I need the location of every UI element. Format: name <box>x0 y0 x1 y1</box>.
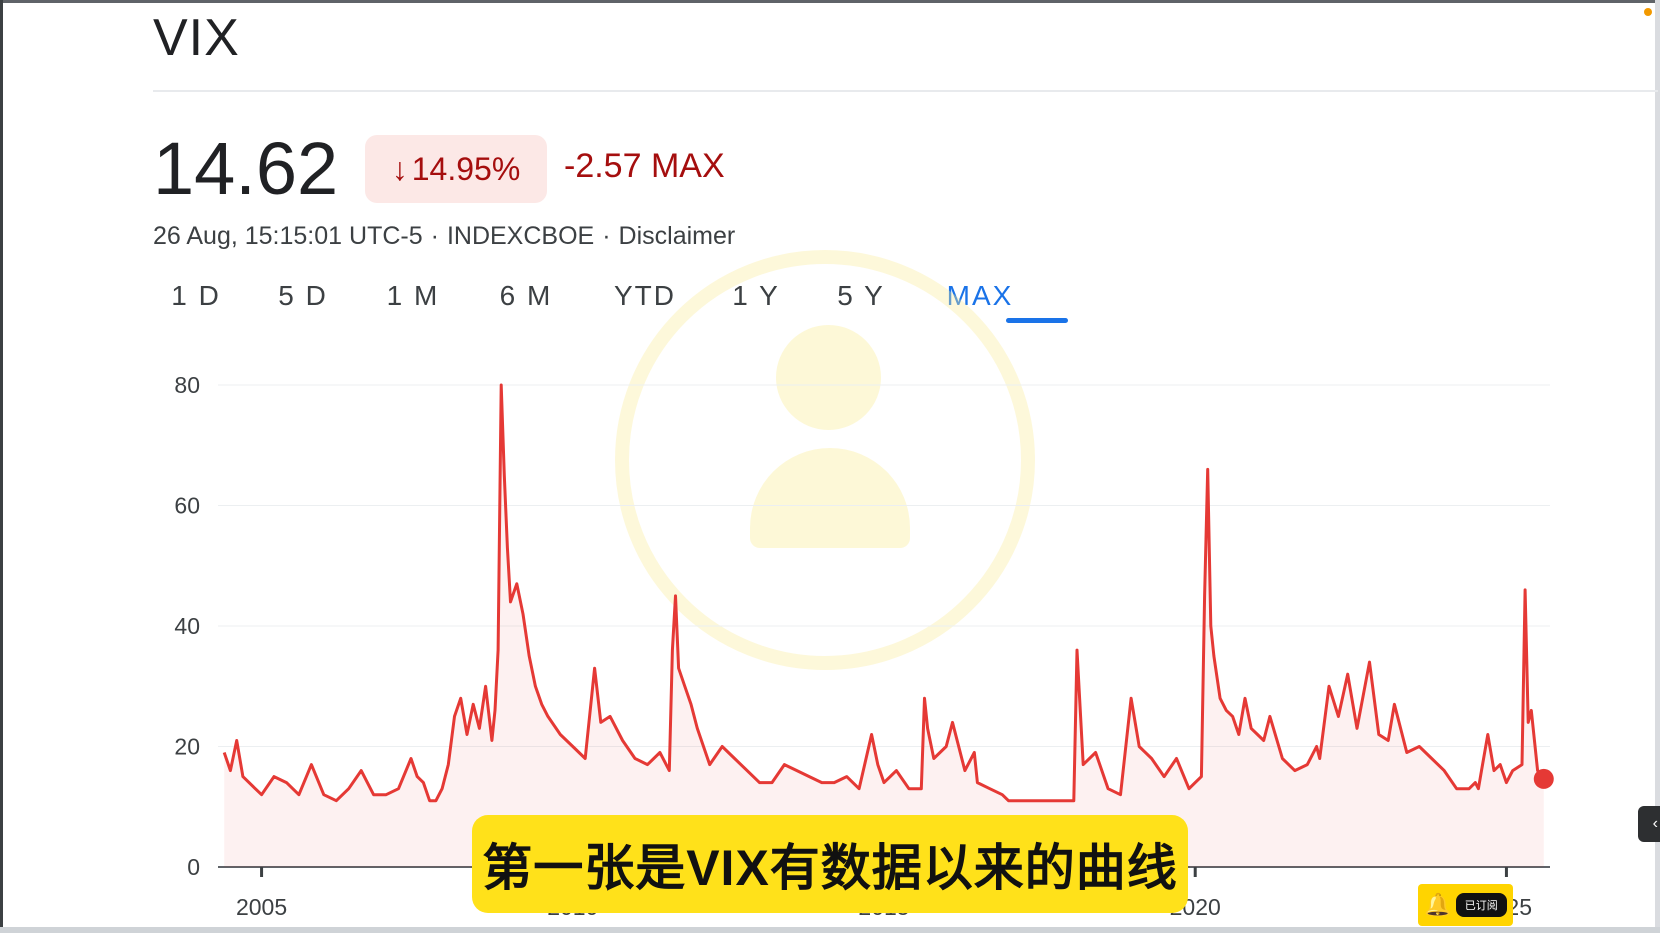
window-bottom-edge <box>0 927 1660 933</box>
quote-meta: 26 Aug, 15:15:01 UTC-5 · INDEXCBOE · Dis… <box>153 222 735 251</box>
y-tick-label: 60 <box>174 493 200 519</box>
window-right-edge <box>1655 0 1660 933</box>
meta-separator: · <box>430 222 439 250</box>
range-tab-max[interactable]: MAX <box>946 280 1014 311</box>
range-tab-6m[interactable]: 6 M <box>499 280 553 311</box>
ticker-symbol: VIX <box>153 9 240 67</box>
range-tab-1m[interactable]: 1 M <box>386 280 440 311</box>
window-top-edge <box>0 0 1660 3</box>
y-tick-label: 40 <box>174 613 200 639</box>
subscribe-badge[interactable]: 🔔 已订阅 <box>1418 884 1513 926</box>
subscribe-label: 已订阅 <box>1455 893 1507 917</box>
header-divider <box>153 90 1658 92</box>
quote-timestamp: 26 Aug, 15:15:01 UTC-5 <box>153 222 423 250</box>
status-dot <box>1644 8 1652 16</box>
change-absolute: -2.57 MAX <box>564 147 725 185</box>
range-selector: 1 D 5 D 1 M 6 M YTD 1 Y 5 Y MAX <box>153 280 1103 330</box>
range-tab-ytd[interactable]: YTD <box>614 280 676 311</box>
range-tab-5d[interactable]: 5 D <box>278 280 328 311</box>
subtitle-caption: 第一张是VIX有数据以来的曲线 <box>472 815 1188 913</box>
disclaimer-link[interactable]: Disclaimer <box>618 222 736 250</box>
current-price: 14.62 <box>153 127 339 210</box>
change-percent-value: 14.95% <box>411 150 521 187</box>
window-left-edge <box>0 0 3 933</box>
change-percent-badge: ↓ 14.95% <box>365 135 547 203</box>
bell-icon: 🔔 <box>1424 892 1452 917</box>
watermark-avatar-icon <box>776 325 881 430</box>
side-panel-handle[interactable]: ‹ <box>1638 806 1660 842</box>
range-tab-1d[interactable]: 1 D <box>171 280 221 311</box>
range-tab-1y[interactable]: 1 Y <box>732 280 780 311</box>
meta-separator: · <box>602 222 611 250</box>
arrow-down-icon: ↓ <box>391 150 408 187</box>
x-tick-label: 2005 <box>236 894 287 920</box>
series-line <box>222 383 1546 803</box>
range-tab-5y[interactable]: 5 Y <box>837 280 885 311</box>
last-point-marker <box>1533 768 1554 789</box>
exchange-name: INDEXCBOE <box>446 222 595 250</box>
y-tick-label: 20 <box>174 734 200 760</box>
y-tick-label: 80 <box>174 372 200 398</box>
series-area-fill <box>224 385 1544 867</box>
y-tick-label: 0 <box>187 854 200 880</box>
active-range-indicator <box>1006 318 1068 323</box>
